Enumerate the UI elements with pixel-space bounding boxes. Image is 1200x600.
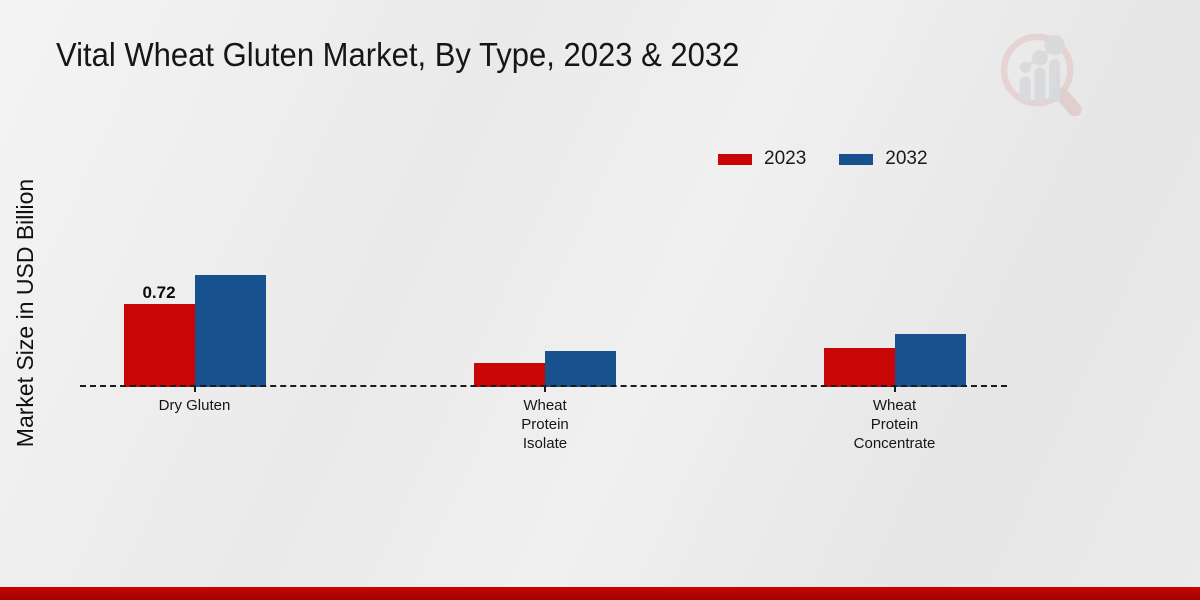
category-label-1: Wheat Protein Isolate [521,397,569,452]
footer-stripe [0,587,1200,600]
bar-2032-2 [894,334,966,387]
market-research-future-logo-icon [1000,33,1082,116]
bar-2032-0 [194,275,266,387]
legend-label: 2023 [764,148,807,169]
x-tick-2 [893,387,896,392]
x-tick-1 [544,387,546,392]
legend-item-2032: 2032 [839,148,928,170]
legend-item-2023: 2023 [718,148,806,170]
x-axis-baseline [80,385,1007,387]
category-label-2: Wheat Protein Concentrate [853,397,936,452]
legend-swatch-2023 [718,153,752,165]
legend-label: 2032 [885,148,928,169]
x-tick-0 [193,387,196,392]
bar-2023-1 [474,363,545,387]
category-label-0: Dry Gluten [158,397,231,414]
legend-swatch-2032 [839,153,874,165]
bar-2023-2 [823,348,895,387]
bar-2023-0 [123,304,195,387]
chart-title: Vital Wheat Gluten Market, By Type, 2023… [56,36,740,73]
value-label-0.72: 0.72 [142,283,176,302]
bar-2032-1 [545,351,616,387]
legend: 2023 2032 [718,148,928,170]
